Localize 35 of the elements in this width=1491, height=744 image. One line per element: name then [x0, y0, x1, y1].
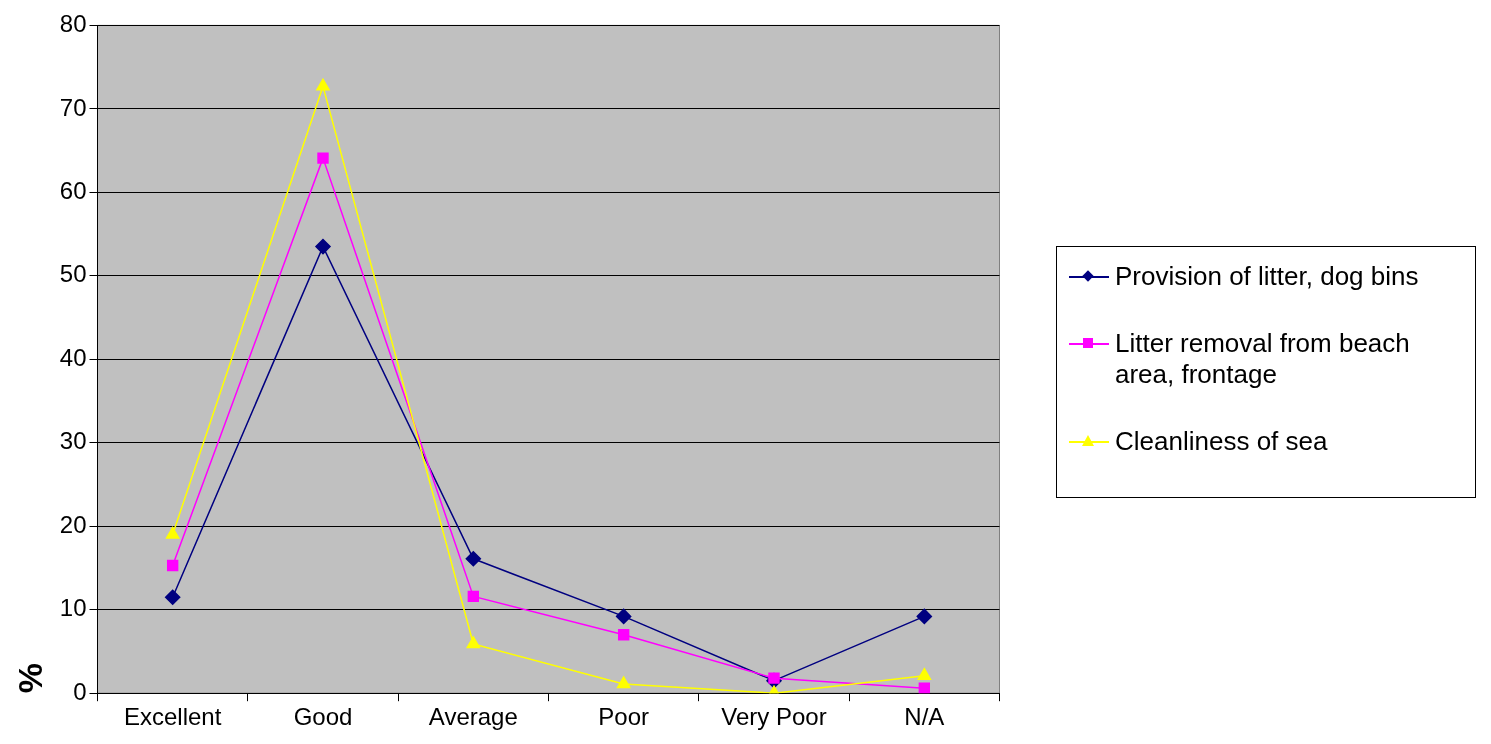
point: [466, 636, 481, 649]
y-tick-label: 70: [59, 93, 87, 121]
y-tick-label: 20: [59, 510, 87, 538]
x-tick-label: Poor: [598, 703, 650, 731]
point: [768, 672, 780, 684]
x-tick-label: Average: [428, 703, 518, 731]
point: [918, 682, 931, 694]
point: [317, 152, 329, 164]
y-tick-label: 40: [59, 343, 87, 371]
x-tick-label: Very Poor: [721, 703, 827, 731]
x-tick-label: Excellent: [123, 703, 222, 731]
y-tick-label: 30: [59, 427, 87, 455]
point: [616, 676, 631, 689]
point: [465, 551, 482, 567]
y-axis-title: %: [10, 662, 49, 694]
y-tick-label: 0: [73, 677, 87, 705]
y-tick-label: 10: [59, 594, 87, 622]
point: [615, 608, 632, 625]
y-tick-label: 60: [59, 176, 87, 204]
point: [164, 589, 181, 605]
point: [917, 667, 932, 680]
legend-label: Cleanliness of sea: [1115, 426, 1328, 457]
legend-label: Litter removal from beach area, frontage: [1115, 328, 1411, 390]
point: [617, 629, 630, 641]
point: [165, 526, 180, 539]
point: [315, 238, 331, 255]
point: [316, 78, 330, 91]
y-tick-label: 50: [59, 260, 87, 288]
x-tick-label: Good: [293, 703, 353, 731]
y-tick-label: 80: [59, 10, 87, 38]
point: [916, 608, 933, 625]
point: [166, 559, 179, 572]
point: [467, 590, 480, 603]
x-tick-label: N/A: [904, 703, 945, 731]
legend-label: Provision of litter, dog bins: [1115, 261, 1419, 292]
